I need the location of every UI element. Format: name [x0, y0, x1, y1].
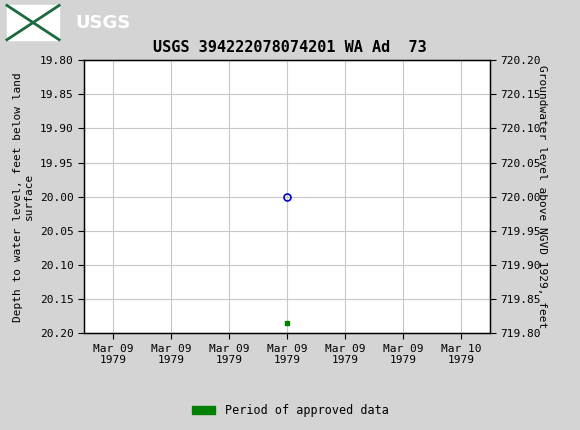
Bar [7, 6, 59, 40]
Legend: Period of approved data: Period of approved data [187, 399, 393, 422]
Y-axis label: Depth to water level, feet below land
surface: Depth to water level, feet below land su… [13, 72, 34, 322]
Text: USGS: USGS [75, 14, 130, 31]
Text: USGS 394222078074201 WA Ad  73: USGS 394222078074201 WA Ad 73 [153, 40, 427, 55]
Y-axis label: Groundwater level above NGVD 1929, feet: Groundwater level above NGVD 1929, feet [536, 65, 546, 329]
